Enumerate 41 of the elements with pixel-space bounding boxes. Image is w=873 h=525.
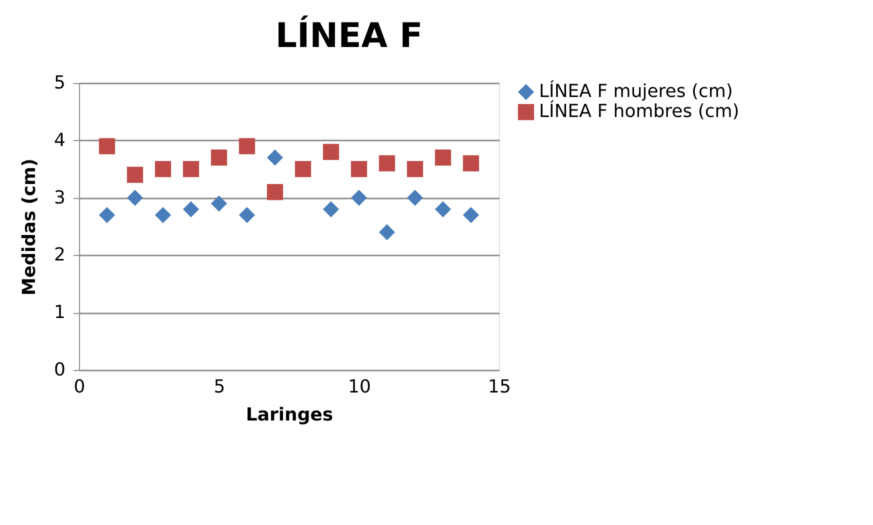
x-tick-label: 0 <box>74 376 86 398</box>
y-tick-label: 5 <box>54 72 66 94</box>
y-tick-label: 3 <box>54 187 66 208</box>
point <box>210 195 228 212</box>
y-axis-title: Medidas (cm) <box>19 158 40 296</box>
point <box>350 190 368 206</box>
point <box>98 138 116 154</box>
point <box>322 201 340 218</box>
point <box>378 155 396 172</box>
chart-title: LÍNEA F <box>275 15 423 56</box>
point <box>98 206 116 224</box>
point <box>294 161 312 178</box>
point <box>350 161 368 178</box>
point <box>378 224 396 240</box>
x-tick-label: 15 <box>488 376 511 398</box>
point <box>182 201 200 218</box>
y-tick-label: 0 <box>54 360 66 380</box>
y-tick-label: 2 <box>54 244 66 266</box>
x-axis-title: Laringes <box>246 404 334 426</box>
point <box>322 144 340 160</box>
point <box>210 150 228 166</box>
point <box>154 206 172 224</box>
y-tick-label: 4 <box>54 130 66 151</box>
point <box>182 161 200 178</box>
point <box>238 206 256 224</box>
x-tick-label: 5 <box>214 376 226 398</box>
point <box>434 150 452 166</box>
y-tick-label: 1 <box>54 302 66 324</box>
point <box>126 166 144 183</box>
point <box>154 161 172 178</box>
point <box>462 155 480 172</box>
point <box>406 161 424 178</box>
point <box>406 190 424 206</box>
point <box>238 138 256 154</box>
point <box>266 150 284 166</box>
point <box>434 201 452 218</box>
legend-label: LÍNEA F hombres (cm) <box>539 100 740 122</box>
point <box>126 190 144 206</box>
x-tick-label: 10 <box>348 376 371 398</box>
point <box>462 206 480 224</box>
point <box>266 184 284 200</box>
